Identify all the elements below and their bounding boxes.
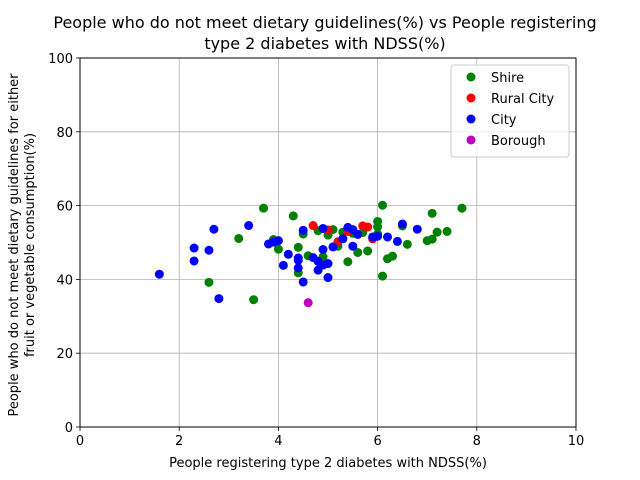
data-point-city [323,273,333,283]
data-point-city [293,263,303,273]
x-tick-label: 8 [473,434,481,449]
legend-label-city: City [491,113,517,128]
data-point-city [392,236,402,246]
data-point-shire [432,227,442,237]
data-point-city [244,221,254,231]
legend-marker-rural-city [466,93,476,103]
data-point-city [278,260,288,270]
legend: Shire Rural City City Borough [450,64,570,158]
y-tick-label: 40 [56,273,73,288]
data-point-city [353,229,363,239]
data-point-city [154,269,164,279]
data-point-shire [442,226,452,236]
data-point-city [328,242,338,252]
data-point-shire [259,203,269,213]
legend-marker-shire [466,72,476,82]
chart-title-line-1: People who do not meet dietary guideline… [53,13,596,32]
data-point-city [318,223,328,233]
data-point-city [189,243,199,253]
data-point-rural-city [308,221,318,231]
y-tick-label: 100 [48,52,73,67]
legend-box [450,64,570,158]
data-point-city [412,224,422,234]
x-tick-label: 2 [175,434,183,449]
data-point-shire [273,244,283,254]
y-tick-label: 20 [56,347,73,362]
data-point-city [397,219,407,229]
y-axis-label: People who do not meet dietary guideline… [7,73,38,417]
data-point-shire [373,222,383,232]
y-tick-label: 80 [56,126,73,141]
data-point-city [298,225,308,235]
data-point-borough [303,298,313,308]
y-axis-label-line-1: People who do not meet dietary guideline… [7,73,22,417]
data-point-shire [343,257,353,267]
data-point-shire [288,211,298,221]
legend-label-shire: Shire [491,71,524,86]
data-point-shire [234,233,244,243]
x-tick-label: 0 [76,434,84,449]
data-point-city [338,234,348,244]
data-point-shire [402,239,412,249]
data-points [154,200,467,308]
data-point-city [214,294,224,304]
data-point-rural-city [363,222,373,232]
data-point-shire [293,242,303,252]
chart-title-line-2: type 2 diabetes with NDSS(%) [204,34,445,53]
data-point-city [348,241,358,251]
data-point-city [373,231,383,241]
data-point-shire [378,271,388,281]
data-point-shire [427,234,437,244]
data-point-shire [457,203,467,213]
data-point-shire [378,200,388,210]
data-point-shire [249,295,259,305]
data-point-shire [427,208,437,218]
data-point-city [209,224,219,234]
data-point-shire [204,277,214,287]
data-point-city [318,245,328,255]
data-point-city [298,277,308,287]
data-point-city [293,253,303,263]
x-axis-label: People registering type 2 diabetes with … [169,456,487,471]
legend-marker-city [466,114,476,124]
y-axis-label-line-2: fruit or vegetable consumption(%) [23,133,38,357]
legend-label-borough: Borough [491,134,546,149]
y-tick-label: 60 [56,200,73,215]
chart-title: People who do not meet dietary guideline… [53,13,596,53]
plot-area-frame [79,57,577,428]
data-point-shire [363,246,373,256]
x-tick-label: 4 [274,434,282,449]
data-point-city [383,232,393,242]
data-point-city [189,256,199,266]
legend-label-rural-city: Rural City [491,92,555,107]
data-point-shire [387,251,397,261]
legend-marker-borough [466,135,476,145]
data-point-shire [353,247,363,257]
x-tick-label: 6 [373,434,381,449]
y-tick-label: 0 [65,421,73,436]
data-point-city [283,249,293,259]
data-point-city [204,245,214,255]
data-point-city [323,259,333,269]
x-tick-label: 10 [568,434,585,449]
data-point-city [273,236,283,246]
